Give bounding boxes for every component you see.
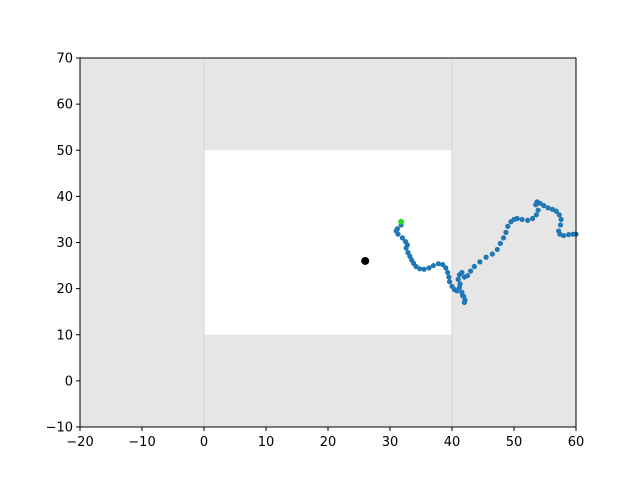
data-point <box>443 265 449 271</box>
data-point <box>519 216 525 223</box>
data-point <box>537 200 543 206</box>
data-point <box>395 231 401 237</box>
data-point <box>471 263 477 270</box>
x-tick-label: −10 <box>128 435 155 450</box>
data-point <box>514 215 520 222</box>
data-point <box>446 279 453 285</box>
data-point <box>464 273 471 279</box>
y-tick-label: −10 <box>46 421 73 436</box>
data-point <box>530 215 536 222</box>
target-point <box>361 256 370 265</box>
data-point <box>445 269 451 276</box>
data-point <box>455 276 461 282</box>
data-point <box>557 222 564 228</box>
data-point <box>535 207 541 213</box>
data-point <box>468 268 474 274</box>
trajectory-points <box>393 199 579 306</box>
y-tick-label: 50 <box>56 144 73 159</box>
data-point <box>417 266 423 272</box>
data-point <box>483 254 489 260</box>
x-tick-label: 10 <box>258 435 275 450</box>
data-point <box>541 203 547 209</box>
data-point <box>556 212 562 218</box>
data-point <box>426 265 432 271</box>
data-point <box>457 281 463 287</box>
data-point <box>459 292 466 299</box>
data-point <box>525 217 531 223</box>
y-tick-label: 10 <box>56 328 73 343</box>
data-point <box>421 266 427 272</box>
current-point <box>398 218 405 225</box>
x-tick-label: 20 <box>320 435 337 450</box>
data-point <box>430 262 436 269</box>
data-point <box>435 261 441 267</box>
y-tick-label: 70 <box>56 52 73 67</box>
data-point <box>505 223 511 229</box>
y-tick-label: 30 <box>56 236 73 251</box>
x-tick-label: 50 <box>506 435 523 450</box>
x-tick-label: 0 <box>200 435 208 450</box>
y-axis: −10 0 10 20 30 40 50 60 70 <box>46 52 80 436</box>
data-point <box>545 205 551 211</box>
data-point <box>461 299 467 306</box>
data-point <box>459 269 465 276</box>
data-point <box>503 229 509 235</box>
data-point <box>403 245 409 251</box>
y-tick-label: 20 <box>56 282 73 297</box>
y-tick-label: 0 <box>65 374 73 389</box>
guide-lines <box>203 58 453 427</box>
y-tick-label: 60 <box>56 98 73 113</box>
x-tick-label: 60 <box>568 435 585 450</box>
data-point <box>533 212 539 218</box>
x-tick-label: −20 <box>66 435 93 450</box>
data-point <box>558 216 564 223</box>
data-point <box>494 246 500 253</box>
data-point <box>413 263 419 270</box>
data-point <box>477 259 483 265</box>
valid-region <box>204 150 452 335</box>
data-point <box>500 235 507 241</box>
data-point <box>440 262 446 268</box>
data-point <box>489 251 495 257</box>
data-point <box>446 274 452 280</box>
data-point <box>497 240 503 247</box>
data-point <box>565 232 572 238</box>
x-tick-label: 40 <box>444 435 461 450</box>
data-point <box>553 208 559 214</box>
y-tick-label: 40 <box>56 190 73 205</box>
data-point <box>561 232 567 239</box>
data-point <box>399 235 405 241</box>
x-axis: −20 −10 0 10 20 30 40 50 60 <box>66 427 584 450</box>
x-tick-label: 30 <box>382 435 399 450</box>
